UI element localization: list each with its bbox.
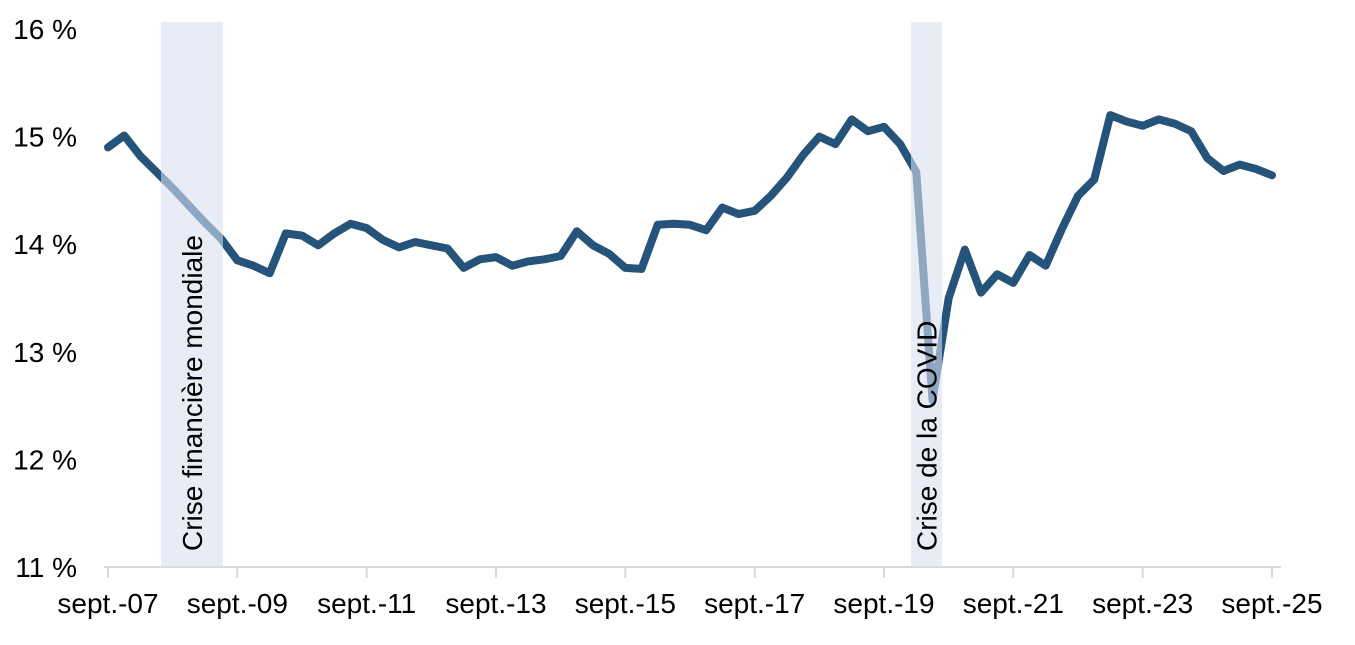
axis-labels: sept.-07 sept.-09 sept.-11 sept.-13 sept.-15…	[13, 14, 1322, 619]
x-axis-label: sept.-15	[575, 588, 676, 619]
data-line-group	[104, 111, 1276, 405]
crisis-band	[910, 22, 943, 567]
x-axis-label: sept.-07	[57, 588, 158, 619]
crisis-band-label: Crise financière mondiale	[177, 235, 208, 551]
y-axis-label: 12 %	[13, 444, 77, 475]
y-axis-label: 15 %	[13, 122, 77, 153]
crisis-band-label: Crise de la COVID	[912, 321, 943, 551]
x-axis-label: sept.-21	[963, 588, 1064, 619]
y-axis-label: 13 %	[13, 337, 77, 368]
x-axis-label: sept.-17	[704, 588, 805, 619]
x-axis	[104, 566, 1281, 578]
y-axis-label: 14 %	[13, 229, 77, 260]
y-axis-label: 11 %	[15, 552, 77, 583]
crisis-band	[161, 22, 223, 567]
data-line	[104, 111, 1276, 405]
x-axis-label: sept.-13	[445, 588, 546, 619]
crisis-bands: Crise financière mondiale Crise de la COV…	[161, 22, 943, 567]
y-axis-label: 16 %	[13, 14, 77, 45]
x-axis-label: sept.-25	[1221, 588, 1322, 619]
x-axis-label: sept.-23	[1092, 588, 1193, 619]
x-axis-label: sept.-11	[317, 588, 416, 619]
x-axis-label: sept.-09	[187, 588, 288, 619]
x-axis-label: sept.-19	[833, 588, 934, 619]
